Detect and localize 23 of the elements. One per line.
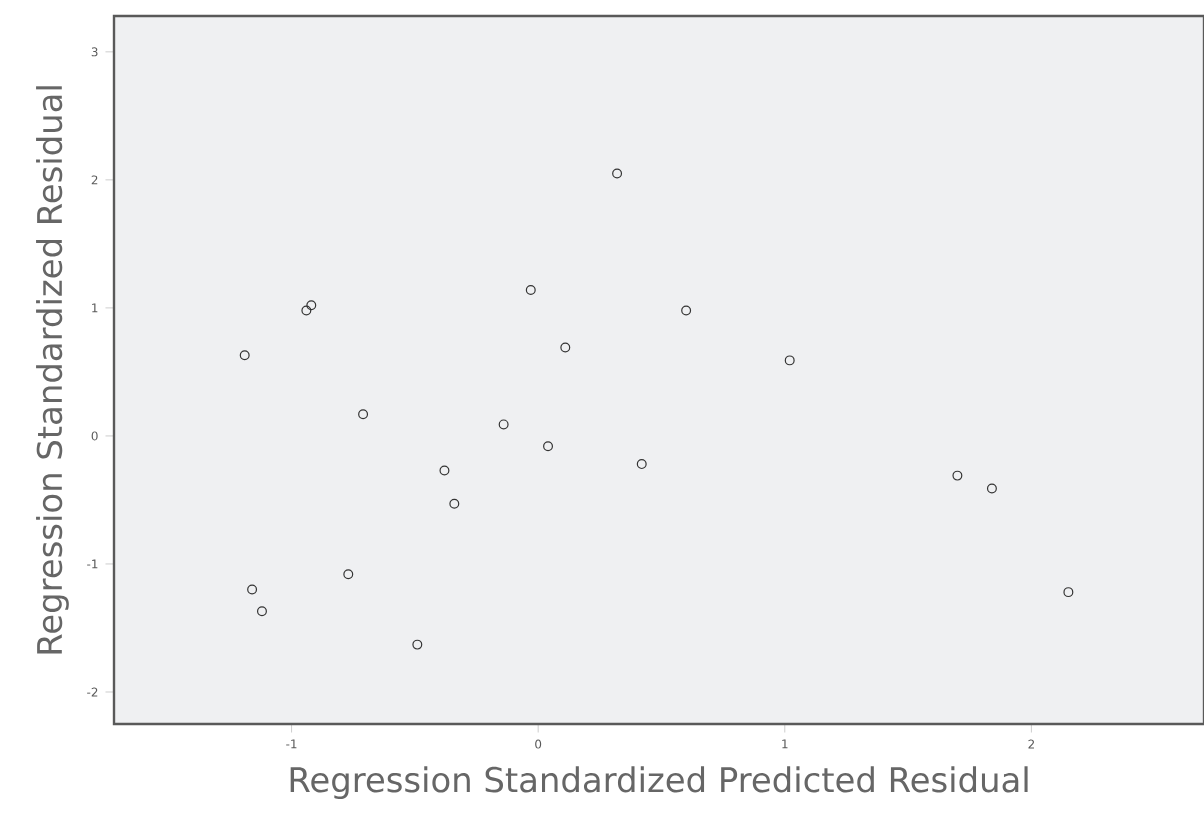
- point: [449, 498, 460, 509]
- point: [439, 465, 450, 476]
- point: [256, 606, 267, 617]
- point: [952, 470, 963, 481]
- point: [986, 483, 997, 494]
- point: [525, 284, 536, 295]
- point: [306, 300, 317, 311]
- point: [784, 355, 795, 366]
- point: [239, 350, 250, 361]
- point: [498, 419, 509, 430]
- point: [636, 459, 647, 470]
- point: [612, 168, 623, 179]
- point: [358, 409, 369, 420]
- point: [343, 569, 354, 580]
- point: [560, 342, 571, 353]
- point: [543, 441, 554, 452]
- x-axis-title: Regression Standardized Predicted Residual: [290, 766, 1028, 800]
- point: [1063, 587, 1074, 598]
- point: [301, 305, 312, 316]
- point: [247, 584, 258, 595]
- point: [412, 639, 423, 650]
- y-axis-title: Regression Standardized Residual: [36, 86, 69, 654]
- point: [681, 305, 692, 316]
